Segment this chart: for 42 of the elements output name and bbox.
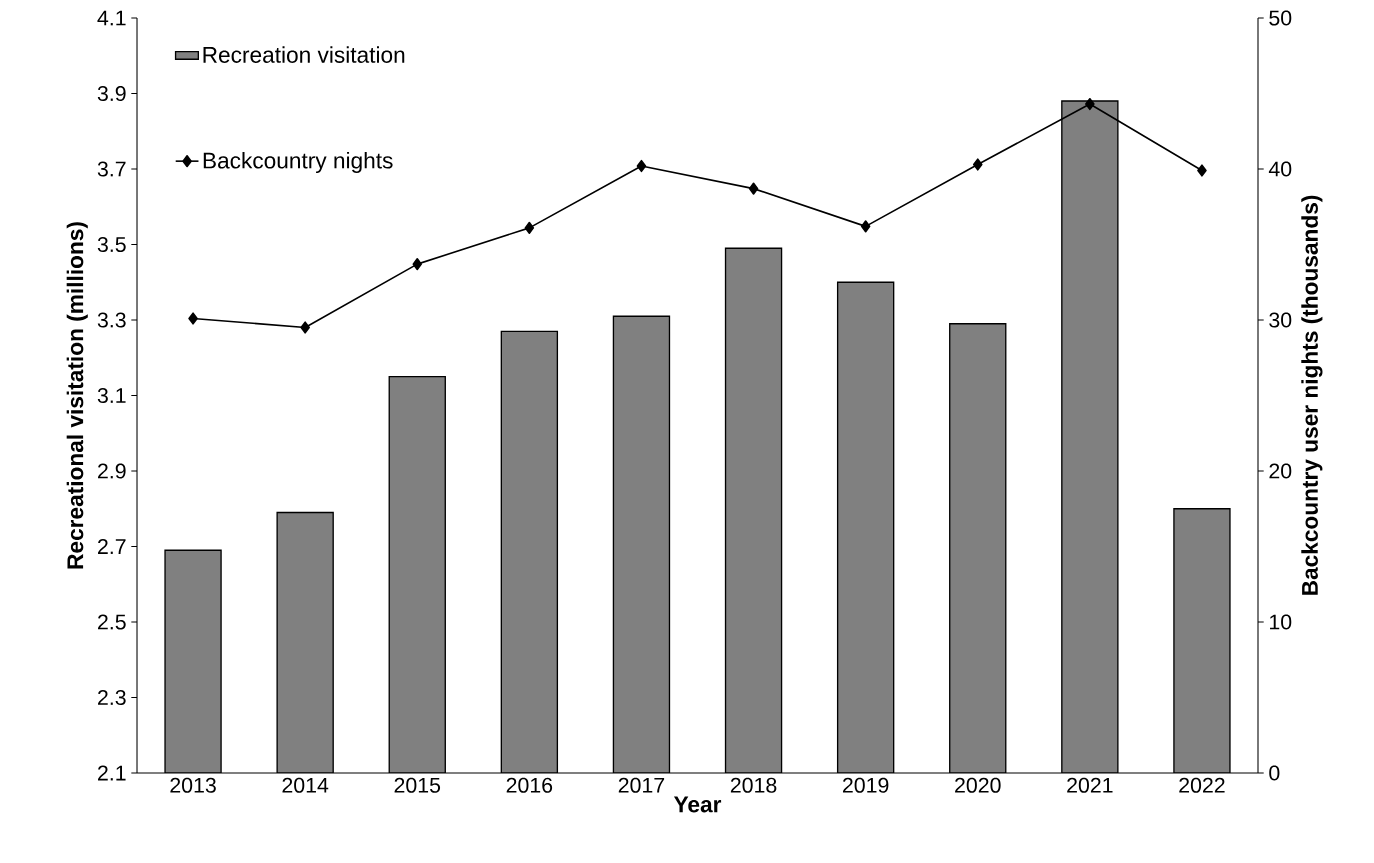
- legend-label: Backcountry nights: [203, 151, 393, 174]
- y-tick-label: 2.5: [98, 614, 126, 630]
- y2-axis-title: Backcountry user nights (thousands): [1301, 195, 1323, 595]
- x-tick-label: 2021: [1067, 777, 1113, 793]
- y-tick-label: 2.1: [98, 765, 126, 781]
- y-axis-title: Recreational visitation (millions): [66, 222, 88, 569]
- y-tick-label: 2.9: [98, 463, 126, 479]
- x-tick-label: 2019: [842, 777, 889, 793]
- point: [188, 312, 198, 325]
- point: [300, 321, 310, 334]
- point: [748, 182, 759, 195]
- x-tick-label: 2022: [1179, 777, 1225, 793]
- y2-tick-label: 10: [1270, 614, 1292, 630]
- point: [1197, 164, 1207, 177]
- x-axis-title: Year: [673, 796, 722, 813]
- point: [972, 158, 983, 171]
- y2-tick-label: 0: [1269, 765, 1280, 781]
- legend-label: Recreation visitation: [203, 46, 405, 63]
- x-tick-label: 2018: [730, 777, 777, 793]
- point: [524, 221, 535, 235]
- y-tick-label: 2.7: [98, 539, 126, 554]
- y-tick-label: 3.7: [97, 161, 126, 177]
- x-tick-label: 2015: [394, 777, 441, 793]
- y-tick-label: 3.5: [97, 236, 126, 253]
- y-tick-label: 3.3: [97, 312, 126, 328]
- y2-tick-label: 20: [1269, 463, 1292, 479]
- point: [1085, 97, 1095, 111]
- x-tick-label: 2020: [955, 777, 1001, 793]
- point: [860, 220, 871, 233]
- y-tick-label: 4.1: [97, 10, 126, 26]
- y2-tick-label: 40: [1268, 161, 1292, 177]
- point: [412, 257, 423, 271]
- x-tick-label: 2013: [170, 777, 216, 793]
- x-tick-label: 2016: [506, 777, 553, 793]
- x-tick-label: 2014: [282, 777, 329, 793]
- y2-tick-label: 30: [1269, 312, 1292, 328]
- y-tick-label: 3.9: [97, 85, 126, 102]
- y-tick-label: 3.1: [97, 387, 126, 404]
- y2-tick-label: 50: [1269, 10, 1292, 26]
- point: [636, 159, 647, 173]
- x-tick-label: 2017: [618, 777, 665, 793]
- y-tick-label: 2.3: [98, 689, 126, 706]
